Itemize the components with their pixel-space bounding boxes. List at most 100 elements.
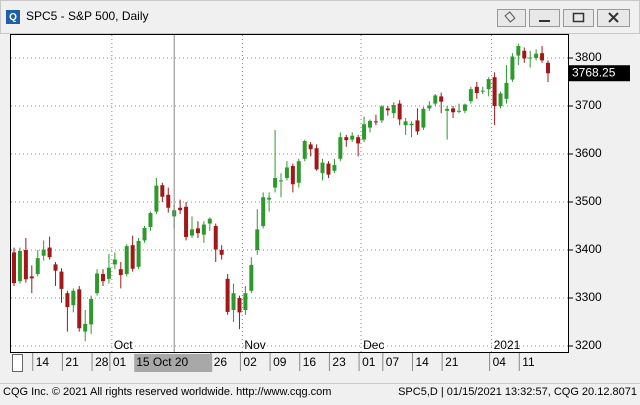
y-tick-label: 3800 (575, 50, 602, 64)
x-tick-label: 28 (95, 355, 109, 369)
app-icon (6, 10, 20, 24)
candle-body (308, 144, 313, 150)
link-icon (504, 11, 516, 23)
candle-body (41, 249, 46, 256)
candle-body (522, 50, 527, 59)
candle-body (148, 213, 153, 227)
candle-body (433, 95, 438, 104)
candle-body (445, 108, 450, 111)
candle-body (373, 121, 378, 123)
candle-body (160, 185, 165, 197)
x-tick-label: 14 (415, 355, 429, 369)
scroll-handle[interactable] (12, 354, 23, 372)
candle-body (261, 197, 266, 226)
x-tick-label: 01 (362, 355, 376, 369)
candle-body (95, 273, 100, 294)
candle-body (546, 62, 550, 74)
candle-body (65, 293, 70, 308)
candle-body (415, 120, 420, 132)
cursor-label-box (134, 354, 213, 372)
candle-body (391, 105, 396, 114)
candle-body (273, 178, 278, 188)
x-tick-label: 21 (65, 355, 79, 369)
close-icon (608, 12, 619, 23)
candle-body (231, 293, 236, 310)
candle-body (540, 53, 545, 61)
maximize-button[interactable] (563, 9, 594, 27)
candle-body (17, 250, 22, 282)
minimize-button[interactable] (529, 9, 560, 27)
candle-body (112, 259, 117, 265)
candle-body (225, 278, 230, 312)
candle-body (338, 137, 343, 159)
footer-right: SPC5,D | 01/15/2021 13:32:57, CQG 20.12.… (398, 386, 637, 398)
candle-body (35, 258, 40, 274)
candle-body (255, 229, 260, 250)
candle-body (290, 166, 295, 185)
candle-body (166, 194, 171, 208)
maximize-icon (572, 12, 585, 23)
y-tick-label: 3500 (575, 194, 602, 208)
candle-body (504, 82, 509, 99)
candle-body (184, 206, 189, 238)
candle-body (368, 120, 372, 128)
x-tick-label: 04 (493, 355, 507, 369)
candle-body (195, 228, 200, 234)
y-tick-label: 3700 (575, 98, 602, 112)
y-tick-label: 3300 (575, 290, 602, 304)
candle-body (178, 207, 183, 211)
candle-body (379, 106, 384, 121)
candle-body (89, 298, 94, 325)
candle-body (130, 245, 135, 269)
last-price-box (569, 65, 630, 82)
x-tick-label: 02 (243, 355, 257, 369)
app-icon-text: Q (9, 12, 17, 23)
candle-body (314, 148, 319, 170)
candle-body (498, 93, 503, 106)
link-button[interactable] (497, 9, 526, 27)
candle-body (142, 227, 147, 241)
candle-body (190, 229, 194, 236)
candle-body (421, 108, 426, 128)
cursor-label: 15 Oct 20 (136, 355, 188, 369)
candle-body (213, 226, 218, 250)
candle-body (332, 165, 337, 171)
candle-body (279, 180, 283, 182)
candle-body (83, 323, 88, 332)
candle-body (136, 240, 141, 267)
candle-body (302, 141, 307, 159)
candle-body (385, 108, 390, 111)
x-tick-label: 26 (214, 355, 228, 369)
y-tick-label: 3400 (575, 242, 602, 256)
candle-body (427, 105, 432, 109)
candle-body (356, 137, 361, 144)
candle-body (59, 271, 64, 289)
candle-body (534, 53, 539, 58)
candle-body (468, 89, 473, 102)
month-label: Nov (244, 338, 265, 352)
candle-body (267, 197, 272, 200)
candle-body (320, 162, 325, 174)
candle-body (201, 224, 206, 235)
candle-body (219, 250, 224, 255)
candle-body (439, 96, 444, 102)
x-tick-label: 23 (332, 355, 346, 369)
last-price-label: 3768.25 (572, 65, 616, 79)
candle-body (362, 124, 367, 140)
x-tick-label: 09 (273, 355, 287, 369)
candle-body (296, 161, 301, 183)
candle-body (154, 185, 159, 212)
candle-body (53, 264, 58, 271)
plot-area (10, 34, 569, 353)
candle-body (528, 57, 533, 59)
candle-body (12, 252, 16, 284)
candle-body (403, 121, 408, 126)
candle-body (350, 135, 355, 140)
month-label: 2021 (494, 338, 521, 352)
x-tick-label: 01 (113, 355, 127, 369)
candle-body (124, 246, 129, 274)
y-tick-label: 3200 (575, 338, 602, 352)
candle-body (23, 250, 28, 280)
y-tick-label: 3600 (575, 146, 602, 160)
